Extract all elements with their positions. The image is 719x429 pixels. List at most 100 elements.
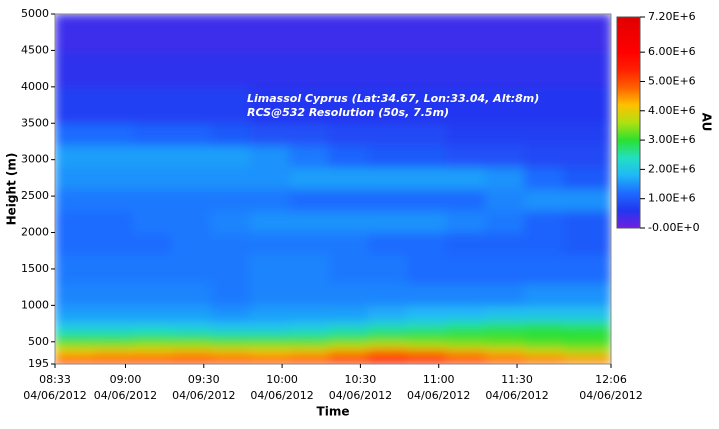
heat-cell: [55, 253, 95, 285]
colorbar: [616, 16, 641, 229]
heat-cell: [55, 348, 95, 357]
heat-cell: [328, 326, 369, 335]
x-tick-label: 10:00: [266, 373, 298, 386]
heat-cell: [171, 188, 213, 212]
heat-cell: [211, 144, 252, 168]
colorbar-tick-label: 1.00E+6: [648, 192, 696, 205]
heat-cell: [446, 326, 487, 335]
heat-cell: [289, 326, 330, 335]
heat-cell: [328, 253, 369, 285]
colorbar-tick-label: -0.00E+0: [648, 221, 700, 234]
heat-cell: [289, 166, 330, 190]
y-tick-label: 3000: [21, 153, 49, 166]
heat-cell: [250, 283, 291, 306]
heat-cell: [406, 333, 448, 343]
heat-cell: [171, 86, 213, 124]
heat-cell: [446, 144, 487, 168]
heat-cell: [171, 326, 213, 335]
heat-cell: [406, 283, 448, 306]
heat-cell: [93, 283, 134, 306]
x-axis-label: Time: [317, 405, 350, 419]
heat-cell: [524, 319, 565, 328]
heat-cell: [250, 86, 291, 124]
heat-cell: [328, 86, 369, 124]
heat-cell: [406, 122, 448, 146]
heat-cell: [328, 341, 369, 350]
heat-cell: [367, 304, 408, 321]
heat-cell: [328, 166, 369, 190]
heat-cell: [250, 319, 291, 328]
heatmap: [55, 14, 611, 364]
heat-cell: [171, 319, 213, 328]
heat-cell: [406, 253, 448, 285]
x-tick-label: 12:06: [595, 373, 627, 386]
heat-cell: [289, 283, 330, 306]
heat-cell: [211, 122, 252, 146]
heat-cell: [524, 14, 565, 51]
heat-cell: [524, 86, 565, 124]
heat-cell: [132, 14, 173, 51]
heat-cell: [250, 144, 291, 168]
heat-cell: [55, 232, 95, 255]
heat-cell: [289, 144, 330, 168]
heat-cell: [211, 188, 252, 212]
heat-cell: [406, 341, 448, 350]
heat-cell: [289, 319, 330, 328]
heat-cell: [289, 232, 330, 255]
y-tick-label: 3500: [21, 116, 49, 129]
x-tick-date: 04/06/2012: [172, 389, 235, 402]
heat-cell: [328, 283, 369, 306]
heat-cell: [328, 188, 369, 212]
heat-cell: [132, 326, 173, 335]
heat-cell: [524, 232, 565, 255]
heat-cell: [446, 188, 487, 212]
heat-cell: [485, 232, 526, 255]
heat-cell: [250, 166, 291, 190]
heat-cell: [446, 348, 487, 357]
heat-cell: [367, 14, 408, 51]
heat-cell: [406, 304, 448, 321]
heat-cell: [211, 210, 252, 234]
y-tick-label: 5000: [21, 7, 49, 20]
heat-cell: [93, 144, 134, 168]
heat-cell: [524, 283, 565, 306]
heat-cell: [406, 86, 448, 124]
heat-cell: [485, 355, 526, 364]
annotation: Limassol Cyprus (Lat:34.67, Lon:33.04, A…: [247, 92, 539, 105]
heat-cell: [446, 253, 487, 285]
heat-cell: [211, 86, 252, 124]
y-tick-label: 195: [28, 357, 49, 370]
heat-cell: [211, 326, 252, 335]
heat-cell: [55, 166, 95, 190]
heat-cell: [563, 355, 611, 364]
heat-cell: [446, 166, 487, 190]
heat-cell: [250, 122, 291, 146]
heat-cell: [485, 341, 526, 350]
heat-cell: [93, 326, 134, 335]
heat-cell: [289, 348, 330, 357]
heat-cell: [367, 355, 408, 364]
y-tick-label: 1500: [21, 262, 49, 275]
heat-cell: [328, 348, 369, 357]
heat-cell: [328, 122, 369, 146]
heat-cell: [55, 355, 95, 364]
heat-cell: [132, 232, 173, 255]
heat-cell: [524, 253, 565, 285]
heat-cell: [171, 341, 213, 350]
heat-cell: [289, 253, 330, 285]
heat-cell: [171, 333, 213, 343]
heat-cell: [446, 49, 487, 88]
heat-cell: [367, 210, 408, 234]
heat-cell: [485, 319, 526, 328]
heat-cell: [524, 341, 565, 350]
heat-cell: [367, 122, 408, 146]
heat-cell: [55, 283, 95, 306]
heat-cell: [485, 326, 526, 335]
heat-cell: [289, 86, 330, 124]
heat-cell: [289, 341, 330, 350]
heat-cell: [524, 326, 565, 335]
heat-cell: [446, 333, 487, 343]
colorbar-tick-label: 4.00E+6: [648, 104, 696, 117]
x-tick-date: 04/06/2012: [329, 389, 392, 402]
heat-cell: [485, 122, 526, 146]
